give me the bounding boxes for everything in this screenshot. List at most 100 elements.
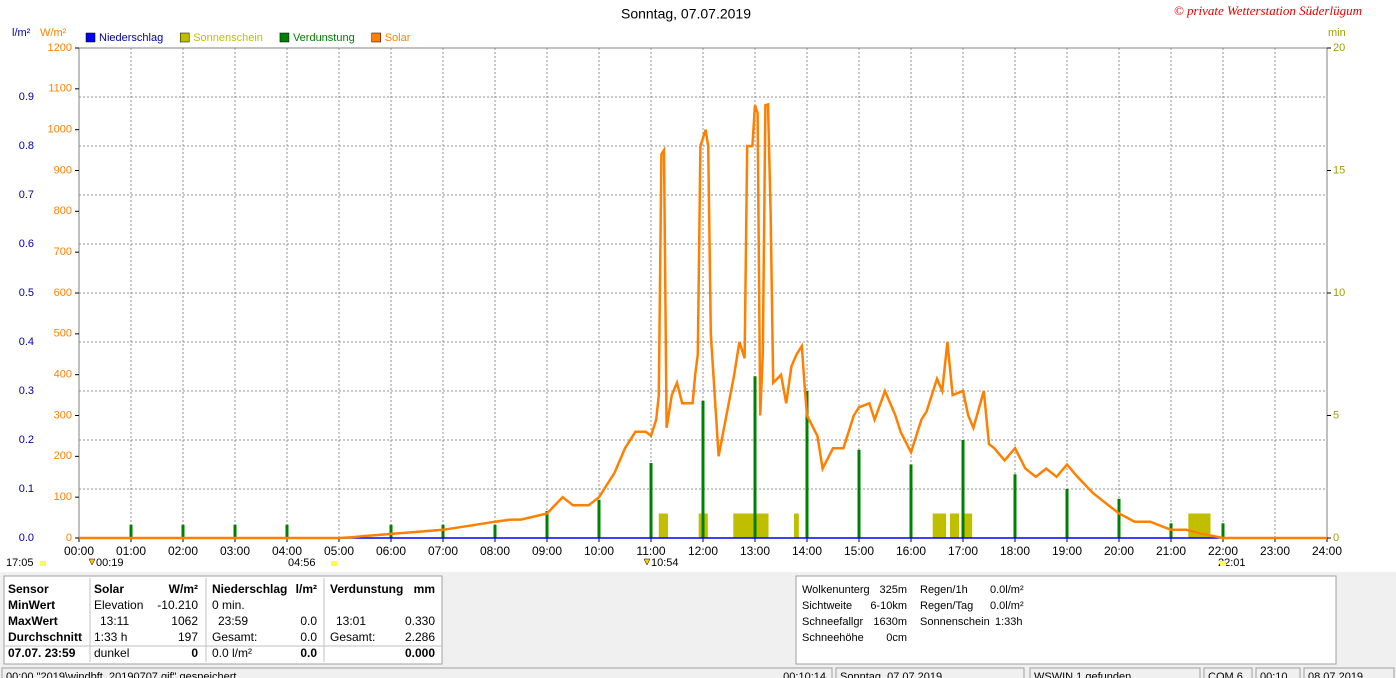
marker [643, 558, 651, 566]
x-tick-label: 16:00 [896, 544, 926, 558]
row-head: Sensor [8, 582, 49, 596]
y2-tick-label: 0.4 [19, 336, 34, 348]
info-value: 0.0l/m² [990, 600, 1024, 612]
evaporation-bar [597, 499, 601, 538]
cell: W/m² [169, 582, 198, 596]
x-tick-label: 21:00 [1156, 544, 1186, 558]
y2-tick-label: 0.9 [19, 91, 34, 103]
status-text: 00:10:14 [783, 671, 826, 678]
y-tick-label: 300 [54, 409, 72, 421]
sunshine-bar [663, 513, 668, 538]
x-tick-label: 13:00 [740, 544, 770, 558]
sunshine-bar [1201, 513, 1207, 538]
x-tick-label: 12:00 [688, 544, 718, 558]
status-text: WSWIN 1 gefunden [1034, 671, 1131, 678]
y-tick-label: 0 [66, 532, 72, 544]
y2-axis-label: l/m² [12, 27, 31, 39]
y3-tick-label: 20 [1333, 42, 1345, 54]
legend-swatch [371, 32, 381, 43]
legend-label: Sonnenschein [193, 32, 263, 44]
y-tick-label: 1200 [48, 42, 72, 54]
cell: Verdunstung [330, 582, 403, 596]
x-tick-label: 06:00 [376, 544, 406, 558]
legend-swatch [85, 32, 96, 43]
cell: 0.0 [300, 614, 317, 628]
x-tick-label: 10:00 [584, 544, 614, 558]
sunshine-bar [932, 513, 938, 538]
x-tick-label: 07:00 [428, 544, 458, 558]
legend-label: Niederschlag [99, 32, 163, 44]
evaporation-bar [753, 376, 757, 538]
evaporation-bar [649, 463, 653, 538]
cell: 0.000 [405, 646, 435, 660]
marker [1220, 561, 1226, 566]
marker [331, 561, 337, 566]
sunshine-bar [703, 513, 708, 538]
info-value: 0.0l/m² [990, 584, 1024, 596]
evaporation-bar [1013, 474, 1017, 538]
x-tick-label: 00:00 [64, 544, 94, 558]
info-label: Sichtweite [802, 600, 852, 612]
cell: 0.330 [405, 614, 435, 628]
y-tick-label: 400 [54, 369, 72, 381]
evaporation-bar [805, 391, 809, 538]
y2-tick-label: 0.1 [19, 483, 34, 495]
evaporation-bar [129, 524, 133, 538]
row-head: MinWert [8, 598, 55, 612]
y-axis-label: W/m² [40, 27, 67, 39]
y2-tick-label: 0.0 [19, 532, 34, 544]
x-tick-label: 18:00 [1000, 544, 1030, 558]
status-field [1, 667, 833, 678]
copyright: © private Wetterstation Süderlügum [1174, 3, 1362, 18]
annotation: 10:54 [651, 557, 679, 569]
y-tick-label: 700 [54, 246, 72, 258]
x-tick-label: 09:00 [532, 544, 562, 558]
x-tick-label: 05:00 [324, 544, 354, 558]
status-field [1029, 667, 1201, 678]
sunshine-bar [1192, 513, 1198, 538]
status-text: COM 6 [1208, 671, 1243, 678]
cell: Elevation [94, 598, 143, 612]
evaporation-bar [389, 524, 393, 538]
status-field [1255, 667, 1301, 678]
y-tick-label: 200 [54, 450, 72, 462]
evaporation-bar [441, 524, 445, 538]
marker [88, 558, 96, 566]
evaporation-bar [961, 440, 965, 538]
evaporation-bar [233, 524, 237, 538]
y2-tick-label: 0.2 [19, 434, 34, 446]
cell: Gesamt: [212, 630, 257, 644]
evaporation-bar [545, 511, 549, 538]
x-tick-label: 20:00 [1104, 544, 1134, 558]
annotation: 04:56 [288, 557, 316, 569]
sunshine-bar [698, 513, 704, 538]
annotation: 17:05 [6, 557, 34, 569]
evaporation-bar [493, 524, 497, 538]
x-tick-label: 22:00 [1208, 544, 1238, 558]
x-tick-label: 03:00 [220, 544, 250, 558]
x-tick-label: 14:00 [792, 544, 822, 558]
sunshine-bar [1197, 513, 1202, 538]
cell: 0.0 l/m² [212, 646, 252, 660]
cell: 1:33 h [94, 630, 127, 644]
y3-tick-label: 15 [1333, 164, 1345, 176]
sunshine-bar [967, 513, 973, 538]
cell: 197 [178, 630, 198, 644]
cell: l/m² [296, 582, 317, 596]
x-tick-label: 02:00 [168, 544, 198, 558]
sunshine-bar [937, 513, 942, 538]
sunshine-bar [1205, 513, 1211, 538]
x-tick-label: 24:00 [1312, 544, 1342, 558]
status-field [1203, 667, 1253, 678]
y-tick-label: 100 [54, 491, 72, 503]
status-field [835, 667, 1025, 678]
x-tick-label: 23:00 [1260, 544, 1290, 558]
info-panel [795, 575, 1337, 665]
cell: 13:01 [336, 614, 366, 628]
evaporation-bar [1117, 498, 1121, 538]
cell: Niederschlag [212, 582, 287, 596]
row-head: MaxWert [8, 614, 58, 628]
sunshine-bar [746, 513, 752, 538]
x-tick-label: 01:00 [116, 544, 146, 558]
